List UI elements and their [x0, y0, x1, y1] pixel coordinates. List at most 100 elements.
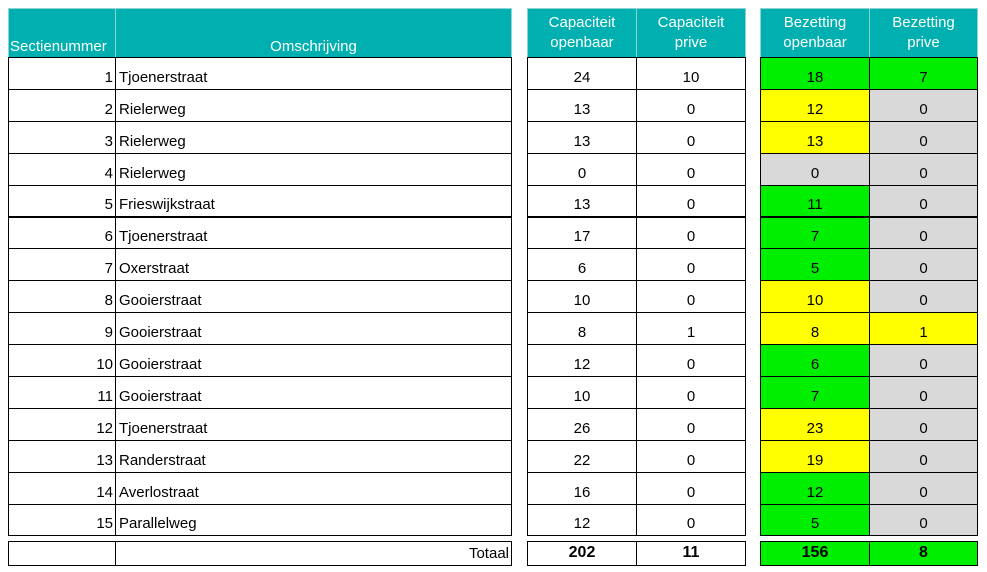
- cell-cap-public[interactable]: 10: [527, 280, 637, 314]
- cell-occ-private[interactable]: 0: [869, 184, 978, 218]
- cell-cap-public[interactable]: 13: [527, 184, 637, 218]
- cell-section[interactable]: 9: [8, 312, 116, 346]
- header-line: openbaar: [783, 34, 847, 51]
- header-text: Bezetting prive: [892, 13, 955, 53]
- cell-section[interactable]: 11: [8, 376, 116, 409]
- cell-occ-private[interactable]: 0: [869, 280, 978, 314]
- cell-occ-public[interactable]: 12: [760, 471, 870, 505]
- cell-occ-public[interactable]: 7: [760, 376, 870, 409]
- cell-occ-public[interactable]: 0: [760, 152, 870, 186]
- cell-cap-private[interactable]: 0: [636, 439, 746, 473]
- cell-occ-private[interactable]: 0: [869, 88, 978, 122]
- cell-description[interactable]: Randerstraat: [115, 439, 512, 473]
- header-cap-private: Capaciteit prive: [636, 8, 746, 58]
- cell-cap-private[interactable]: 0: [636, 407, 746, 441]
- cell-section[interactable]: 8: [8, 280, 116, 314]
- cell-section[interactable]: 3: [8, 120, 116, 154]
- cell-cap-public[interactable]: 17: [527, 216, 637, 250]
- cell-occ-public[interactable]: 10: [760, 280, 870, 314]
- cell-occ-private[interactable]: 0: [869, 439, 978, 473]
- cell-occ-public[interactable]: 18: [760, 57, 870, 90]
- cell-description[interactable]: Oxerstraat: [115, 248, 512, 282]
- cell-cap-private[interactable]: 0: [636, 120, 746, 154]
- cell-description[interactable]: Rielerweg: [115, 88, 512, 122]
- cell-cap-public[interactable]: 13: [527, 120, 637, 154]
- cell-description[interactable]: Tjoenerstraat: [115, 407, 512, 441]
- cell-description[interactable]: Tjoenerstraat: [115, 216, 512, 250]
- cell-occ-public[interactable]: 11: [760, 184, 870, 218]
- cell-cap-private[interactable]: 0: [636, 503, 746, 537]
- cell-description[interactable]: Parallelweg: [115, 503, 512, 537]
- cell-section[interactable]: 10: [8, 344, 116, 377]
- cell-section[interactable]: 1: [8, 57, 116, 90]
- cell-cap-public[interactable]: 0: [527, 152, 637, 186]
- cell-section[interactable]: 2: [8, 88, 116, 122]
- cell-section[interactable]: 13: [8, 439, 116, 473]
- cell-section[interactable]: 4: [8, 152, 116, 186]
- cell-cap-private[interactable]: 10: [636, 57, 746, 90]
- cell-cap-public[interactable]: 12: [527, 344, 637, 377]
- cell-occ-private[interactable]: 0: [869, 344, 978, 377]
- cell-cap-private[interactable]: 0: [636, 184, 746, 218]
- cell-cap-private[interactable]: 0: [636, 376, 746, 409]
- header-line: Bezetting: [783, 14, 847, 31]
- cell-cap-private[interactable]: 0: [636, 280, 746, 314]
- header-line: prive: [907, 34, 940, 51]
- cell-occ-private[interactable]: 1: [869, 312, 978, 346]
- cell-occ-private[interactable]: 0: [869, 471, 978, 505]
- cell-occ-public[interactable]: 5: [760, 248, 870, 282]
- cell-cap-public[interactable]: 10: [527, 376, 637, 409]
- cell-occ-public[interactable]: 13: [760, 120, 870, 154]
- cell-cap-public[interactable]: 8: [527, 312, 637, 346]
- cell-description[interactable]: Rielerweg: [115, 120, 512, 154]
- cell-occ-private[interactable]: 7: [869, 57, 978, 90]
- cell-cap-public[interactable]: 16: [527, 471, 637, 505]
- cell-occ-private[interactable]: 0: [869, 407, 978, 441]
- cell-occ-public[interactable]: 12: [760, 88, 870, 122]
- cell-occ-private[interactable]: 0: [869, 248, 978, 282]
- cell-occ-private[interactable]: 0: [869, 216, 978, 250]
- cell-cap-private[interactable]: 0: [636, 152, 746, 186]
- cell-cap-public[interactable]: 6: [527, 248, 637, 282]
- cell-cap-private[interactable]: 0: [636, 248, 746, 282]
- cell-cap-public[interactable]: 12: [527, 503, 637, 537]
- cell-cap-private[interactable]: 1: [636, 312, 746, 346]
- cell-occ-public[interactable]: 7: [760, 216, 870, 250]
- cell-cap-private[interactable]: 0: [636, 88, 746, 122]
- cell-description[interactable]: Gooierstraat: [115, 376, 512, 409]
- cell-section[interactable]: 15: [8, 503, 116, 537]
- cell-occ-private[interactable]: 0: [869, 376, 978, 409]
- cell-occ-private[interactable]: 0: [869, 120, 978, 154]
- cell-description[interactable]: Frieswijkstraat: [115, 184, 512, 218]
- cell-section[interactable]: 5: [8, 184, 116, 218]
- header-line: openbaar: [550, 34, 614, 51]
- cell-occ-private[interactable]: 0: [869, 503, 978, 537]
- cell-occ-public[interactable]: 19: [760, 439, 870, 473]
- cell-cap-public[interactable]: 26: [527, 407, 637, 441]
- cell-cap-private[interactable]: 0: [636, 471, 746, 505]
- total-label: Totaal: [115, 541, 512, 566]
- cell-occ-public[interactable]: 8: [760, 312, 870, 346]
- cell-cap-public[interactable]: 13: [527, 88, 637, 122]
- cell-description[interactable]: Gooierstraat: [115, 344, 512, 377]
- cell-section[interactable]: 14: [8, 471, 116, 505]
- cell-section[interactable]: 6: [8, 216, 116, 250]
- cell-occ-private[interactable]: 0: [869, 152, 978, 186]
- cell-cap-private[interactable]: 0: [636, 216, 746, 250]
- cell-section[interactable]: 12: [8, 407, 116, 441]
- cell-occ-public[interactable]: 6: [760, 344, 870, 377]
- cell-description[interactable]: Tjoenerstraat: [115, 57, 512, 90]
- cell-description[interactable]: Averlostraat: [115, 471, 512, 505]
- total-occ-public: 156: [760, 541, 870, 566]
- cell-cap-public[interactable]: 22: [527, 439, 637, 473]
- cell-occ-public[interactable]: 5: [760, 503, 870, 537]
- cell-section[interactable]: 7: [8, 248, 116, 282]
- cell-cap-public[interactable]: 24: [527, 57, 637, 90]
- cell-description[interactable]: Rielerweg: [115, 152, 512, 186]
- cell-description[interactable]: Gooierstraat: [115, 312, 512, 346]
- header-text: Capaciteit prive: [658, 13, 725, 53]
- cell-description[interactable]: Gooierstraat: [115, 280, 512, 314]
- header-description: Omschrijving: [115, 8, 512, 58]
- cell-cap-private[interactable]: 0: [636, 344, 746, 377]
- cell-occ-public[interactable]: 23: [760, 407, 870, 441]
